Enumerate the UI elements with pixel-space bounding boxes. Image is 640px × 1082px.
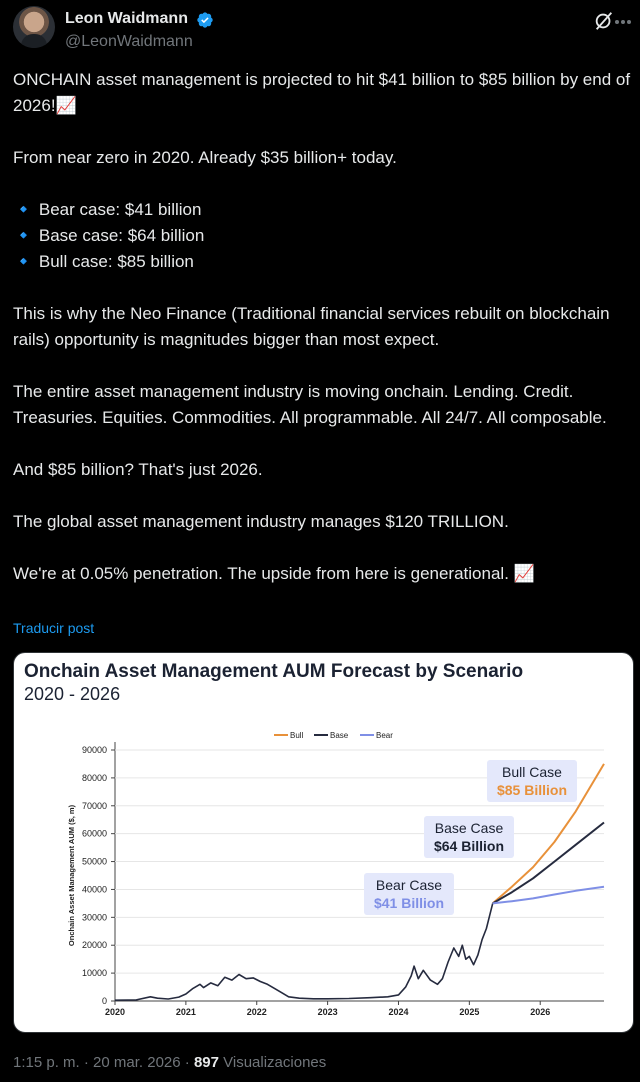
- y-tick-label: 40000: [82, 884, 107, 894]
- y-tick-label: 90000: [82, 745, 107, 755]
- y-tick-label: 70000: [82, 801, 107, 811]
- post-timestamp[interactable]: 1:15 p. m. · 20 mar. 2026 ·: [13, 1054, 194, 1071]
- historical-aum-line: [114, 903, 494, 1001]
- annotation-value-bull: $85 Billion: [497, 782, 567, 798]
- x-tick-label: 2023: [318, 1007, 338, 1017]
- y-tick-label: 0: [102, 996, 107, 1006]
- more-options-icon[interactable]: [613, 16, 633, 28]
- y-tick-label: 80000: [82, 773, 107, 783]
- grok-icon[interactable]: [593, 10, 615, 32]
- chart: 0 10000 20000 30000 40000 50000 60000 70000 8000…: [67, 731, 605, 1017]
- x-tick-label: 2024: [388, 1007, 408, 1017]
- y-tick-label: 60000: [82, 829, 107, 839]
- annotation-label-bear: Bear Case: [376, 877, 442, 893]
- x-tick-label: 2020: [105, 1007, 125, 1017]
- annotation-box-bear: [364, 873, 454, 915]
- annotation-box-bull: [487, 760, 577, 802]
- views-label: Visualizaciones: [218, 1054, 327, 1071]
- author-name[interactable]: Leon Waidmann: [65, 10, 188, 27]
- tweet-text: ONCHAIN asset management is projected to…: [13, 70, 631, 583]
- tweet-header: Leon Waidmann @LeonWaidmann: [13, 6, 631, 50]
- annotation-box-base: [424, 816, 514, 858]
- legend-label-bear: Bear: [376, 731, 393, 740]
- annotation-label-base: Base Case: [435, 820, 504, 836]
- author-avatar[interactable]: [13, 6, 55, 48]
- chart-image-card[interactable]: Onchain Asset Management AUM Forecast by…: [13, 652, 634, 1033]
- tweet-footer: 1:15 p. m. · 20 mar. 2026 · 897 Visualiz…: [13, 1054, 326, 1071]
- annotation-label-bull: Bull Case: [502, 764, 562, 780]
- legend-label-bull: Bull: [290, 731, 304, 740]
- y-tick-label: 10000: [82, 968, 107, 978]
- y-tick-label: 50000: [82, 857, 107, 867]
- annotation-value-bear: $41 Billion: [374, 895, 444, 911]
- series-line-bull: [492, 763, 605, 905]
- translate-post-link[interactable]: Traducir post: [13, 620, 95, 636]
- x-tick-label: 2026: [530, 1007, 550, 1017]
- x-tick-label: 2021: [176, 1007, 196, 1017]
- x-tick-label: 2022: [247, 1007, 267, 1017]
- verified-badge-icon: [197, 12, 213, 28]
- chart-title: Onchain Asset Management AUM Forecast by…: [24, 661, 524, 682]
- series-line-base: [492, 821, 605, 905]
- y-tick-label: 20000: [82, 940, 107, 950]
- y-axis-label: Onchain Asset Management AUM ($, m): [67, 804, 76, 946]
- series-line-bear: [492, 885, 605, 905]
- x-tick-label: 2025: [459, 1007, 479, 1017]
- legend-label-base: Base: [330, 731, 349, 740]
- chart-subtitle: 2020 - 2026: [24, 684, 121, 704]
- y-tick-label: 30000: [82, 912, 107, 922]
- author-handle[interactable]: @LeonWaidmann: [65, 33, 193, 50]
- annotation-value-base: $64 Billion: [434, 838, 504, 854]
- views-count: 897: [193, 1054, 219, 1071]
